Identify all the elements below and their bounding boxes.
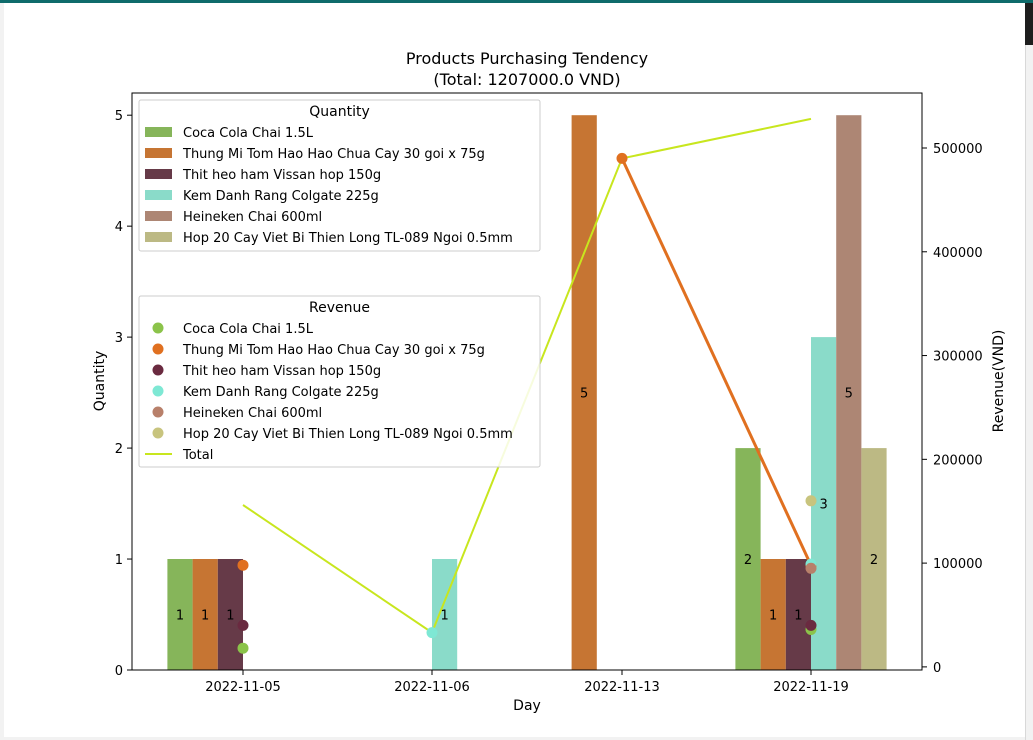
bottom-edge: [0, 737, 1025, 740]
legend-entry: Heineken Chai 600ml: [183, 406, 322, 421]
bars-layer: [167, 115, 887, 670]
chart-subtitle: (Total: 1207000.0 VND): [433, 70, 620, 89]
legend-entry: Coca Cola Chai 1.5L: [183, 126, 314, 141]
legend-entry: Heineken Chai 600ml: [183, 210, 322, 225]
bar-value-label: 1: [176, 609, 184, 624]
revenue-point: [237, 619, 249, 631]
revenue-point: [426, 627, 438, 639]
revenue-point: [805, 619, 817, 631]
y-tick-label: 5: [115, 109, 123, 124]
bar-value-label: 2: [870, 553, 878, 568]
bar: [861, 448, 887, 670]
bar: [760, 559, 786, 670]
legend-swatch: [145, 190, 172, 200]
legend-quantity-title: Quantity: [309, 104, 370, 120]
dots-layer: [237, 152, 817, 654]
bar-labels-layer: 1 1 1 1 5 2 1 1 3 5 2: [176, 387, 878, 624]
revenue-point: [805, 495, 817, 507]
bar-value-label: 5: [580, 387, 588, 402]
legend-entry: Thung Mi Tom Hao Hao Chua Cay 30 goi x 7…: [182, 343, 485, 358]
legend-quantity: Quantity Coca Cola Chai 1.5L Thung Mi Tom…: [138, 99, 541, 252]
revenue-point: [237, 559, 249, 571]
bar-value-label: 1: [226, 609, 234, 624]
y2-tick-label: 300000: [933, 350, 983, 365]
legend-marker: [152, 343, 164, 355]
legend-revenue: Revenue Coca Cola Chai 1.5L Thung Mi Tom …: [138, 295, 541, 468]
bar-value-label: 3: [819, 498, 827, 513]
legend-entry: Hop 20 Cay Viet Bi Thien Long TL-089 Ngo…: [183, 427, 513, 442]
y-tick-label: 3: [115, 331, 123, 346]
legend-swatch: [145, 232, 172, 242]
x-tick-label: 2022-11-05: [205, 680, 281, 695]
bar: [167, 559, 193, 670]
legend-swatch: [145, 211, 172, 221]
left-edge: [0, 3, 4, 740]
plot-frame: [131, 92, 923, 671]
bar: [571, 115, 597, 670]
x-tick-label: 2022-11-19: [773, 680, 849, 695]
legend-entry: Thung Mi Tom Hao Hao Chua Cay 30 goi x 7…: [182, 147, 485, 162]
bar: [192, 559, 218, 670]
y2-tick-label: 200000: [933, 453, 983, 468]
y-tick-label: 4: [115, 220, 123, 235]
y-axis-left: 0 1 2 3 4 5: [115, 109, 132, 679]
bar: [785, 559, 811, 670]
bar-value-label: 2: [744, 553, 752, 568]
y2-tick-label: 100000: [933, 557, 983, 572]
legend-swatch: [145, 148, 172, 158]
y-axis-right: 0 100000 200000 300000 400000 500000: [922, 142, 983, 676]
right-scroll-thumb[interactable]: [1025, 3, 1033, 45]
x-tick-label: 2022-11-06: [394, 680, 470, 695]
legend-swatch: [145, 127, 172, 137]
x-axis: 2022-11-05 2022-11-06 2022-11-13 2022-11-19: [205, 670, 849, 695]
x-axis-label: Day: [513, 698, 541, 714]
window-top-border: [0, 0, 1033, 3]
x-tick-label: 2022-11-13: [584, 680, 660, 695]
y2-tick-label: 400000: [933, 246, 983, 261]
legend-entry: Kem Danh Rang Colgate 225g: [183, 189, 379, 204]
y-tick-label: 0: [115, 664, 123, 679]
bar-value-label: 1: [794, 609, 802, 624]
y-axis-label: Quantity: [92, 351, 108, 412]
legend-swatch: [145, 169, 172, 179]
revenue-point: [237, 642, 249, 654]
legend-entry: Thit heo ham Vissan hop 150g: [182, 168, 381, 183]
legend-marker: [152, 322, 164, 334]
legend-marker: [152, 364, 164, 376]
legend-entry: Hop 20 Cay Viet Bi Thien Long TL-089 Ngo…: [183, 231, 513, 246]
bar-value-label: 5: [845, 387, 853, 402]
bar: [836, 115, 862, 670]
y2-tick-label: 0: [933, 661, 941, 676]
bar-value-label: 1: [769, 609, 777, 624]
y2-tick-label: 500000: [933, 142, 983, 157]
revenue-point: [616, 152, 628, 164]
y2-axis-label: Revenue(VND): [991, 330, 1007, 433]
legend-entry: Total: [182, 448, 213, 463]
bar-value-label: 1: [440, 609, 448, 624]
chart-title: Products Purchasing Tendency: [406, 49, 648, 68]
legend-entry: Kem Danh Rang Colgate 225g: [183, 385, 379, 400]
legend-entry: Thit heo ham Vissan hop 150g: [182, 364, 381, 379]
revenue-point: [805, 562, 817, 574]
legend-marker: [152, 427, 164, 439]
revenue-line: [620, 157, 813, 566]
legend-marker: [152, 406, 164, 418]
legend-revenue-title: Revenue: [309, 300, 370, 316]
y-tick-label: 2: [115, 442, 123, 457]
legend-marker: [152, 385, 164, 397]
legend-entry: Coca Cola Chai 1.5L: [183, 322, 314, 337]
right-scroll-track[interactable]: [1025, 3, 1033, 740]
y-tick-label: 1: [115, 553, 123, 568]
bar-value-label: 1: [201, 609, 209, 624]
bar: [735, 448, 761, 670]
